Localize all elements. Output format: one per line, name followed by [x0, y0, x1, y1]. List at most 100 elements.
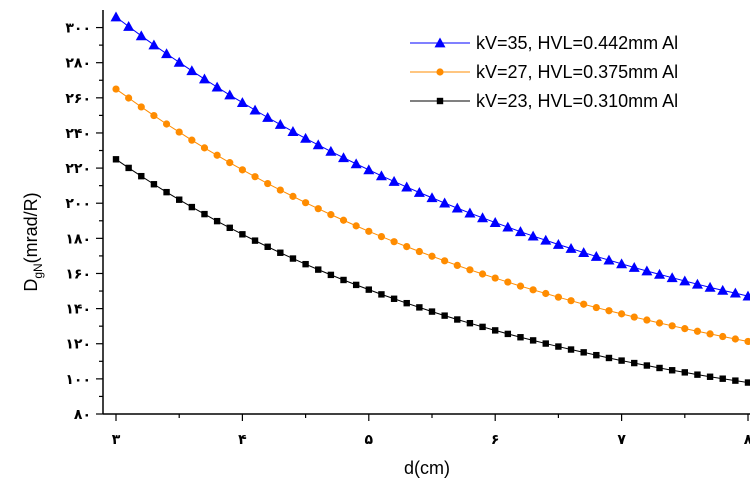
data-point: [729, 287, 741, 298]
data-point: [125, 164, 132, 172]
data-point: [453, 261, 461, 269]
x-tick-label: ۷: [617, 432, 626, 448]
data-point: [527, 230, 539, 241]
data-point: [277, 249, 284, 256]
data-point: [567, 346, 575, 353]
data-point: [388, 175, 400, 186]
y-axis-label-sub: gN: [31, 263, 45, 278]
data-point: [451, 202, 463, 213]
data-point: [213, 151, 221, 159]
data-point: [415, 247, 423, 256]
x-tick-label: ۵: [365, 432, 374, 448]
data-point: [580, 300, 588, 308]
data-point: [198, 73, 210, 84]
data-point: [605, 354, 613, 362]
data-point: [426, 192, 438, 203]
data-point: [186, 65, 198, 76]
data-point: [492, 327, 499, 334]
data-point: [377, 232, 386, 241]
data-point: [466, 319, 474, 327]
data-point: [213, 217, 221, 225]
data-point: [565, 243, 577, 253]
data-point: [327, 271, 335, 279]
data-point: [315, 266, 322, 273]
data-point: [517, 334, 524, 341]
data-point: [641, 265, 653, 276]
data-point: [176, 196, 183, 203]
data-point: [603, 254, 615, 265]
data-point: [339, 216, 348, 224]
data-point: [327, 211, 335, 219]
series-1: [110, 11, 750, 301]
data-point: [717, 284, 729, 295]
data-point: [375, 170, 387, 181]
data-point: [148, 39, 160, 50]
data-point: [719, 332, 727, 341]
data-point: [691, 278, 703, 289]
data-point: [529, 286, 537, 294]
data-point: [668, 322, 676, 330]
data-point: [403, 299, 410, 307]
data-point: [555, 343, 562, 350]
data-point: [679, 275, 691, 286]
data-point: [416, 304, 423, 311]
data-point: [340, 276, 347, 284]
data-point: [365, 227, 373, 235]
data-point: [668, 367, 676, 374]
data-point: [236, 97, 248, 107]
data-point: [618, 357, 625, 364]
data-point: [239, 231, 246, 238]
data-point: [224, 89, 236, 100]
data-point: [123, 21, 135, 31]
data-point: [249, 104, 261, 115]
plot-frame: [102, 10, 750, 415]
data-point: [201, 210, 208, 218]
legend-item: kV=27, HVL=0.375mm Al: [410, 62, 678, 82]
data-point: [542, 340, 549, 347]
data-point: [655, 319, 664, 327]
data-point: [200, 144, 209, 152]
data-point: [628, 262, 640, 272]
data-point: [502, 221, 514, 232]
series-layer: [110, 11, 750, 386]
y-tick-label: ۱۰۰: [65, 372, 91, 388]
data-point: [226, 159, 234, 167]
data-point: [350, 158, 362, 169]
data-point: [704, 281, 716, 292]
data-point: [491, 274, 499, 282]
y-tick-label: ۳۰۰: [65, 21, 91, 37]
data-point: [593, 351, 600, 359]
data-point: [504, 278, 512, 286]
data-point: [289, 192, 297, 200]
data-point: [554, 293, 563, 301]
data-point: [378, 291, 385, 298]
legend-label: kV=35, HVL=0.442mm Al: [476, 33, 678, 53]
legend: kV=35, HVL=0.442mm Al kV=27, HVL=0.375mm …: [410, 33, 678, 111]
y-axis-label: DgN(mrad/R): [21, 192, 45, 291]
data-point: [464, 207, 476, 218]
data-point: [150, 111, 158, 120]
data-point: [529, 337, 537, 344]
y-tick-label: ۲۶۰: [65, 91, 91, 107]
data-point: [732, 377, 739, 384]
data-point: [413, 187, 425, 197]
data-point: [287, 126, 299, 136]
legend-item: kV=35, HVL=0.442mm Al: [410, 33, 678, 53]
data-point: [314, 205, 322, 213]
data-point: [325, 145, 337, 156]
data-point: [289, 255, 297, 262]
data-point: [618, 310, 626, 318]
data-point: [135, 30, 147, 41]
data-point: [567, 297, 575, 305]
data-point: [694, 371, 701, 378]
data-point: [112, 85, 120, 93]
data-point: [390, 295, 398, 302]
data-point: [428, 308, 436, 315]
x-tick-label: ۳: [112, 432, 121, 448]
legend-marker: [436, 68, 444, 76]
y-axis: ۸۰ ۱۰۰ ۱۲۰ ۱۴۰ ۱۶۰ ۱۸۰ ۲۰۰ ۲۲۰ ۲۴۰ ۲۶۰ ۲۸۰ ۳۰۰: [65, 21, 103, 423]
data-point: [540, 234, 552, 245]
data-point: [489, 217, 501, 227]
legend-marker: [434, 37, 446, 48]
data-point: [731, 335, 739, 343]
